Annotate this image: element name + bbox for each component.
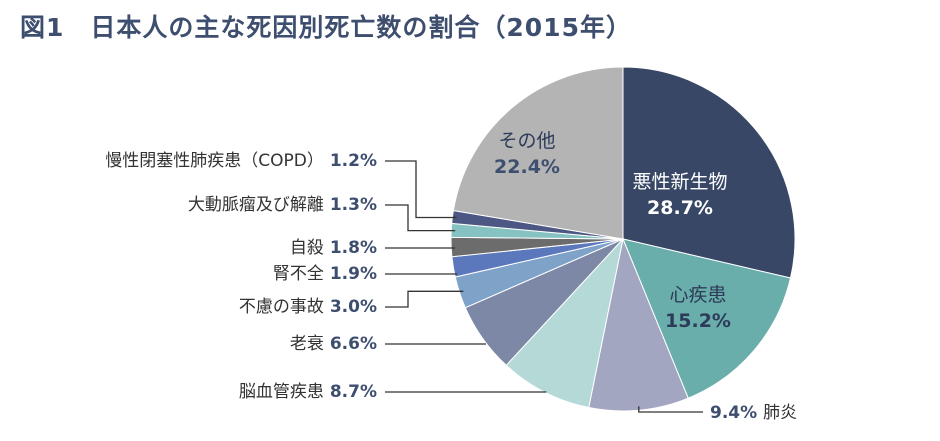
slice-6-value: 1.9%: [330, 264, 377, 284]
slice-4-value: 6.6%: [330, 334, 377, 354]
slice-10-value: 22.4%: [494, 156, 560, 178]
slice-3-value: 8.7%: [330, 382, 377, 402]
slice-1-value: 15.2%: [665, 310, 731, 332]
slice-9-label: 慢性閉塞性肺疾患（COPD）: [105, 150, 324, 171]
pie-slice-1: [622, 238, 792, 399]
slice-4-label: 老衰: [290, 334, 324, 354]
slice-9-value: 1.2%: [330, 151, 377, 171]
slice-5-value: 3.0%: [330, 297, 377, 317]
pie-slice-0: [622, 66, 796, 279]
slice-2-leader-line: [638, 406, 703, 413]
slice-7-label: 自殺: [290, 238, 324, 258]
slice-7-value: 1.8%: [330, 238, 377, 258]
slice-10-label: その他: [498, 130, 555, 152]
slice-5-leader-line: [385, 290, 464, 308]
chart-title: 図1 日本人の主な死因別死亡数の割合（2015年）: [20, 13, 632, 42]
slice-2-value: 9.4%: [710, 403, 757, 423]
slice-5-label: 不慮の事故: [239, 297, 324, 317]
slice-8-label: 大動脈瘤及び解離: [188, 195, 324, 215]
pie-slice-10: [452, 66, 624, 240]
slice-9-leader-line: [385, 160, 457, 219]
slice-8-value: 1.3%: [330, 195, 377, 215]
slice-6-label: 腎不全: [273, 264, 324, 284]
slice-1-label: 心疾患: [669, 284, 726, 306]
slice-0-label: 悪性新生物: [632, 171, 727, 193]
slice-3-label: 脳血管疾患: [239, 382, 324, 402]
slice-8-leader-line: [385, 204, 456, 232]
slice-2-label: 肺炎: [763, 403, 797, 423]
slice-0-value: 28.7%: [647, 197, 713, 219]
